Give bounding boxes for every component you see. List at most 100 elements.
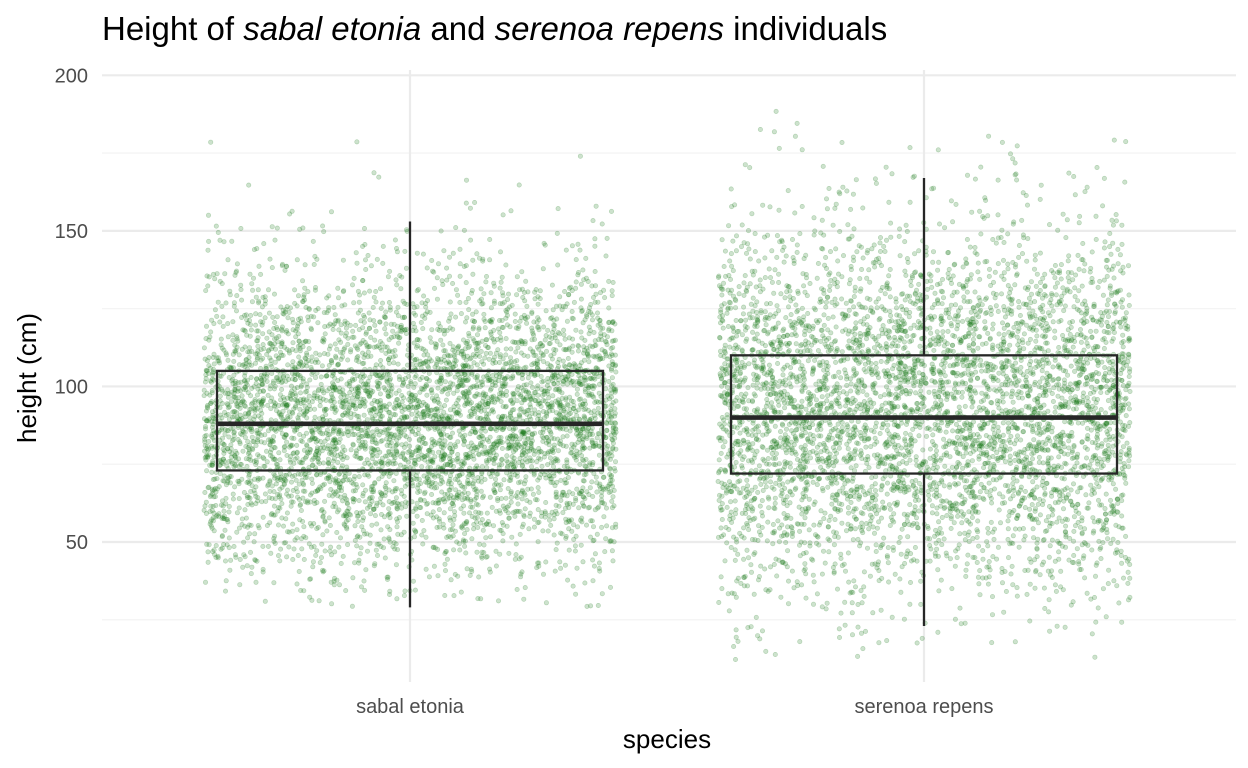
jitter-point <box>238 400 244 406</box>
jitter-point <box>270 438 276 444</box>
jitter-point <box>461 461 467 467</box>
jitter-point <box>584 427 590 433</box>
jitter-point <box>225 411 231 417</box>
jitter-point <box>550 408 556 414</box>
jitter-point <box>531 451 537 457</box>
jitter-point <box>297 342 303 348</box>
jitter-point <box>510 449 516 455</box>
jitter-point <box>545 391 551 397</box>
jitter-point <box>560 510 566 516</box>
jitter-point <box>584 351 590 357</box>
jitter-point <box>445 359 451 365</box>
jitter-point <box>381 460 387 466</box>
jitter-point <box>344 500 350 506</box>
jitter-point <box>483 279 489 285</box>
jitter-point <box>237 441 243 447</box>
jitter-point <box>471 526 477 532</box>
jitter-point <box>295 316 301 322</box>
jitter-point <box>401 456 407 462</box>
jitter-point <box>463 455 469 461</box>
jitter-point <box>212 307 218 313</box>
jitter-point <box>256 263 262 269</box>
jitter-point <box>294 581 300 587</box>
jitter-point <box>431 285 437 291</box>
jitter-point <box>287 459 293 465</box>
jitter-point <box>242 429 248 435</box>
jitter-point <box>603 351 609 357</box>
jitter-point <box>454 539 460 545</box>
jitter-point <box>345 432 351 438</box>
jitter-point <box>501 477 507 483</box>
jitter-point <box>338 339 344 345</box>
jitter-point <box>254 376 260 382</box>
jitter-point <box>475 502 481 508</box>
jitter-point <box>562 562 568 568</box>
jitter-point <box>284 510 290 516</box>
jitter-point <box>299 363 305 369</box>
jitter-point <box>386 401 392 407</box>
jitter-point <box>457 246 463 252</box>
jitter-point <box>535 485 541 491</box>
jitter-point <box>549 435 555 441</box>
jitter-point <box>438 356 444 362</box>
jitter-point <box>288 493 294 499</box>
jitter-point <box>600 356 606 362</box>
jitter-point <box>608 351 614 357</box>
jitter-point <box>473 393 479 399</box>
jitter-point <box>297 226 303 232</box>
jitter-point <box>376 380 382 386</box>
jitter-point <box>247 453 253 459</box>
jitter-point <box>505 459 511 465</box>
jitter-point <box>260 543 266 549</box>
jitter-point <box>539 433 545 439</box>
jitter-point <box>557 331 563 337</box>
jitter-point <box>484 465 490 471</box>
jitter-point <box>209 491 215 497</box>
jitter-point <box>489 444 495 450</box>
jitter-point <box>232 348 238 354</box>
jitter-point <box>569 441 575 447</box>
jitter-point <box>268 341 274 347</box>
jitter-point <box>387 527 393 533</box>
jitter-point <box>388 388 394 394</box>
jitter-point <box>396 335 402 341</box>
jitter-point <box>233 463 239 469</box>
jitter-point <box>555 397 561 403</box>
jitter-point <box>217 278 223 284</box>
jitter-point <box>481 542 487 548</box>
jitter-point <box>388 382 394 388</box>
jitter-point <box>478 428 484 434</box>
jitter-point <box>274 327 280 333</box>
jitter-point <box>315 320 321 326</box>
jitter-point <box>507 355 513 361</box>
jitter-point <box>375 446 381 452</box>
jitter-point <box>468 413 474 419</box>
jitter-point <box>441 431 447 437</box>
jitter-point <box>206 542 212 548</box>
jitter-point <box>208 329 214 335</box>
jitter-point <box>332 549 338 555</box>
jitter-point <box>403 265 409 271</box>
jitter-point <box>610 381 616 387</box>
jitter-point <box>518 574 524 580</box>
jitter-point <box>495 495 501 501</box>
jitter-point <box>453 314 459 320</box>
jitter-point <box>578 517 584 523</box>
jitter-point <box>312 427 318 433</box>
jitter-point <box>381 536 387 542</box>
jitter-point <box>401 427 407 433</box>
jitter-point <box>305 289 311 295</box>
jitter-point <box>565 474 571 480</box>
jitter-point <box>522 397 528 403</box>
jitter-point <box>536 410 542 416</box>
jitter-point <box>205 247 211 253</box>
jitter-point <box>407 443 413 449</box>
jitter-point <box>236 352 242 358</box>
jitter-point <box>255 523 261 529</box>
jitter-point <box>320 482 326 488</box>
jitter-point <box>261 440 267 446</box>
jitter-point <box>320 431 326 437</box>
jitter-point <box>406 390 412 396</box>
jitter-point <box>386 499 392 505</box>
jitter-point <box>498 334 504 340</box>
